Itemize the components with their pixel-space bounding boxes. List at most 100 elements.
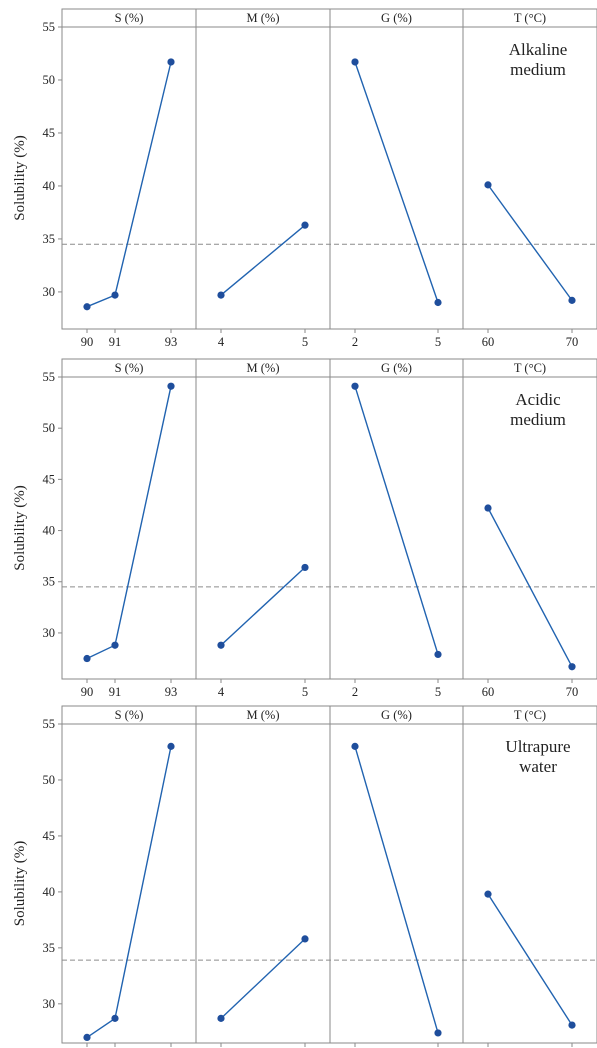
data-point xyxy=(351,58,359,66)
y-tick-label: 45 xyxy=(43,829,56,843)
y-axis-label: Solubility (%) xyxy=(12,135,28,220)
y-tick-label: 30 xyxy=(43,626,56,640)
x-tick-label: 5 xyxy=(435,685,441,699)
series-line xyxy=(220,938,306,1019)
data-point xyxy=(83,303,91,311)
x-tick-label: 2 xyxy=(352,335,358,349)
data-point xyxy=(111,291,119,299)
data-point xyxy=(167,58,175,66)
panel-title: T (°C) xyxy=(514,361,546,375)
data-point xyxy=(83,1033,91,1042)
x-tick-label: 90 xyxy=(81,685,94,699)
panel-frame xyxy=(195,705,331,1044)
panel-title: M (%) xyxy=(247,361,280,375)
panel-title: T (°C) xyxy=(514,11,546,25)
panel-title: S (%) xyxy=(115,708,144,722)
x-tick-label: 5 xyxy=(302,685,308,699)
x-tick-label: 91 xyxy=(109,335,122,349)
y-tick-label: 55 xyxy=(43,717,56,731)
y-tick-label: 55 xyxy=(43,370,56,384)
panel-2: M (%) 4 5 xyxy=(195,358,331,699)
panel-title: M (%) xyxy=(247,11,280,25)
x-tick-label: 5 xyxy=(302,335,308,349)
x-tick-label: 60 xyxy=(482,685,495,699)
panel-title: G (%) xyxy=(381,361,412,375)
y-tick-label: 40 xyxy=(43,524,56,538)
y-tick-label: 40 xyxy=(43,179,56,193)
y-tick-label: 55 xyxy=(43,20,56,34)
series-line xyxy=(487,184,573,301)
y-tick-label: 35 xyxy=(43,941,56,955)
data-point xyxy=(351,382,359,390)
data-point xyxy=(568,1021,576,1029)
data-point xyxy=(484,181,492,189)
data-point xyxy=(568,296,576,304)
data-point xyxy=(484,890,492,898)
panel-frame xyxy=(462,358,597,680)
data-point xyxy=(301,935,309,943)
data-point xyxy=(434,298,442,307)
series-line xyxy=(487,507,573,668)
y-axis-label: Solubility (%) xyxy=(12,841,28,926)
data-point xyxy=(83,654,91,663)
x-tick-label: 93 xyxy=(165,335,178,349)
y-tick-label: 30 xyxy=(43,285,56,299)
medium-annotation: water xyxy=(519,757,557,776)
series-line xyxy=(487,893,573,1026)
series-line xyxy=(220,224,306,296)
data-point xyxy=(217,641,225,649)
y-tick-label: 45 xyxy=(43,472,56,486)
y-axis-label: Solubility (%) xyxy=(12,485,28,570)
y-tick-label: 45 xyxy=(43,126,56,140)
data-point xyxy=(217,291,225,299)
x-tick-label: 4 xyxy=(218,335,225,349)
panel-frame xyxy=(61,8,197,330)
x-tick-label: 93 xyxy=(165,685,178,699)
y-tick-label: 40 xyxy=(43,885,56,899)
x-tick-label: 5 xyxy=(435,335,441,349)
panel-frame xyxy=(61,358,197,680)
series-line xyxy=(354,385,439,655)
data-point xyxy=(167,382,175,390)
series-line xyxy=(220,566,306,646)
series-line xyxy=(86,386,172,660)
series-line xyxy=(86,61,172,308)
data-point xyxy=(167,742,175,750)
y-tick-label: 35 xyxy=(43,575,56,589)
panel-frame xyxy=(329,705,464,1044)
x-tick-label: 4 xyxy=(218,685,225,699)
data-point xyxy=(568,663,576,671)
data-point xyxy=(301,563,309,572)
x-tick-label: 70 xyxy=(566,685,579,699)
panel-4: T (°C) 60 70 xyxy=(462,358,597,699)
y-tick-label: 30 xyxy=(43,997,56,1011)
series-line xyxy=(354,746,439,1034)
data-point xyxy=(351,742,359,750)
medium-annotation: medium xyxy=(510,60,566,79)
panel-title: T (°C) xyxy=(514,708,546,722)
data-point xyxy=(484,504,492,512)
panel-3: G (%)25 xyxy=(329,705,464,1047)
panel-title: S (%) xyxy=(115,361,144,375)
panel-frame xyxy=(329,8,464,330)
data-point xyxy=(217,1014,225,1022)
x-tick-label: 70 xyxy=(566,335,579,349)
x-tick-label: 60 xyxy=(482,335,495,349)
panel-title: S (%) xyxy=(115,11,144,25)
series-line xyxy=(86,746,172,1038)
medium-annotation: medium xyxy=(510,410,566,429)
panel-frame xyxy=(462,8,597,330)
medium-annotation: Alkaline xyxy=(509,40,568,59)
panel-frame xyxy=(195,358,331,680)
panel-frame xyxy=(462,705,597,1044)
y-tick-label: 35 xyxy=(43,232,56,246)
panel-2: M (%) 4 5 xyxy=(195,8,331,349)
